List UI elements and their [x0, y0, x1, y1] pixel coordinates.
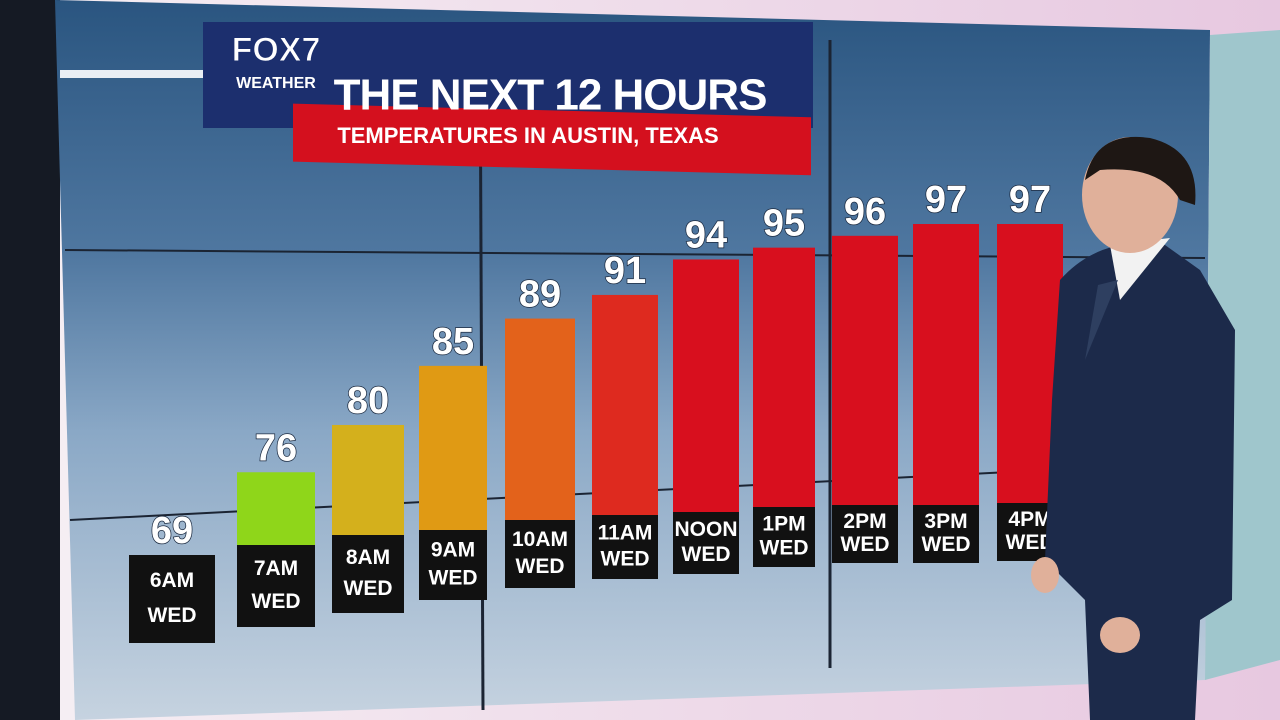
label-box [592, 515, 658, 579]
label-box [419, 530, 487, 600]
x-tick-label: 11AM [598, 522, 653, 545]
studio-edge [0, 0, 60, 720]
value-label: 85 [432, 321, 474, 363]
bar [592, 294, 658, 515]
x-tick-label: 1PM [762, 513, 805, 536]
label-box [832, 505, 898, 563]
x-tick-label: 3PM [924, 510, 967, 533]
x-tick-label: 6AM [150, 569, 194, 592]
label-box [129, 555, 215, 643]
label-box [505, 520, 575, 588]
bar [753, 247, 815, 507]
bar [832, 235, 898, 506]
bar [673, 259, 739, 512]
chart-title: THE NEXT 12 HOURS [334, 71, 767, 120]
day-label: WED [429, 567, 478, 590]
day-label: WED [1006, 531, 1055, 554]
x-tick-label: 4PM [1008, 508, 1051, 531]
label-box [237, 545, 315, 627]
label-box [332, 535, 404, 613]
header-line [60, 70, 310, 78]
value-label: 89 [519, 274, 561, 316]
x-tick-label: 7AM [254, 557, 298, 580]
value-label: 94 [685, 214, 727, 256]
bar [237, 472, 315, 545]
day-label: WED [841, 533, 890, 556]
x-tick-label: 8AM [346, 546, 390, 569]
day-label: WED [344, 577, 393, 600]
logo: FOX7 [232, 31, 321, 69]
value-label: 80 [347, 380, 389, 422]
value-label: 96 [844, 191, 886, 233]
bar [505, 318, 575, 520]
bar [913, 224, 979, 505]
day-label: WED [682, 543, 731, 566]
logo-sub: WEATHER [236, 75, 316, 92]
presenter [1031, 136, 1235, 720]
x-tick-label: 10AM [512, 528, 568, 551]
day-label: WED [252, 590, 301, 613]
value-label: 97 [1009, 179, 1051, 221]
day-label: WED [760, 537, 809, 560]
chart-subtitle: TEMPERATURES IN AUSTIN, TEXAS [337, 123, 718, 148]
value-label: 69 [151, 510, 193, 552]
bar [332, 424, 404, 535]
day-label: WED [148, 604, 197, 627]
value-label: 97 [925, 179, 967, 221]
subtitle-banner [293, 103, 811, 176]
bars: 69 6AM WED 76 7AM WED 80 8AM WED 85 9AM WED 89 10AM WE… [129, 178, 1063, 643]
x-tick-label: 2PM [843, 510, 886, 533]
value-label: 95 [763, 203, 805, 245]
label-box [673, 512, 739, 574]
day-label: WED [516, 555, 565, 578]
x-tick-label: NOON [675, 518, 738, 541]
value-label: 91 [604, 250, 646, 292]
day-label: WED [601, 547, 650, 570]
label-box [753, 507, 815, 567]
day-label: WED [922, 533, 971, 556]
bar [419, 365, 487, 530]
value-label: 76 [255, 427, 297, 469]
x-tick-label: 9AM [431, 539, 475, 562]
label-box [913, 505, 979, 563]
